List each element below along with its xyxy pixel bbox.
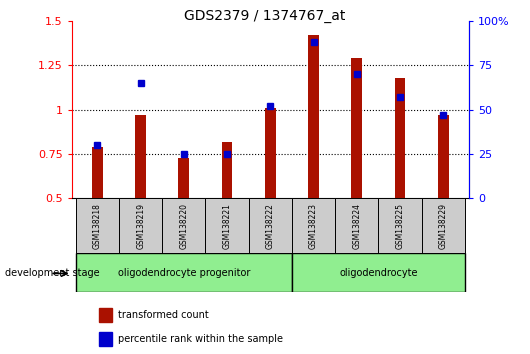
- Text: oligodendrocyte: oligodendrocyte: [339, 268, 418, 278]
- Text: GSM138222: GSM138222: [266, 203, 275, 249]
- Text: GSM138219: GSM138219: [136, 203, 145, 249]
- Text: GSM138229: GSM138229: [439, 203, 448, 249]
- FancyBboxPatch shape: [119, 198, 162, 253]
- Bar: [438, 115, 448, 287]
- Text: GSM138221: GSM138221: [223, 203, 232, 249]
- Bar: [308, 35, 319, 287]
- Text: GSM138223: GSM138223: [309, 203, 318, 249]
- Text: GSM138225: GSM138225: [395, 203, 404, 249]
- Text: GSM138224: GSM138224: [352, 203, 361, 249]
- FancyBboxPatch shape: [206, 198, 249, 253]
- FancyBboxPatch shape: [162, 198, 206, 253]
- Text: GSM138218: GSM138218: [93, 203, 102, 249]
- FancyBboxPatch shape: [292, 253, 465, 292]
- FancyBboxPatch shape: [335, 198, 378, 253]
- FancyBboxPatch shape: [76, 198, 119, 253]
- Text: GDS2379 / 1374767_at: GDS2379 / 1374767_at: [184, 9, 346, 23]
- Text: oligodendrocyte progenitor: oligodendrocyte progenitor: [118, 268, 250, 278]
- FancyBboxPatch shape: [249, 198, 292, 253]
- Bar: [99, 332, 112, 346]
- Text: percentile rank within the sample: percentile rank within the sample: [118, 333, 282, 344]
- Bar: [265, 108, 276, 287]
- Text: development stage: development stage: [5, 268, 100, 278]
- Bar: [135, 115, 146, 287]
- Bar: [99, 308, 112, 322]
- Text: GSM138220: GSM138220: [179, 203, 188, 249]
- Text: transformed count: transformed count: [118, 310, 208, 320]
- FancyBboxPatch shape: [421, 198, 465, 253]
- Bar: [222, 142, 233, 287]
- Bar: [92, 147, 103, 287]
- Bar: [351, 58, 362, 287]
- FancyBboxPatch shape: [378, 198, 421, 253]
- Bar: [179, 158, 189, 287]
- FancyBboxPatch shape: [76, 253, 292, 292]
- FancyBboxPatch shape: [292, 198, 335, 253]
- Bar: [394, 78, 405, 287]
